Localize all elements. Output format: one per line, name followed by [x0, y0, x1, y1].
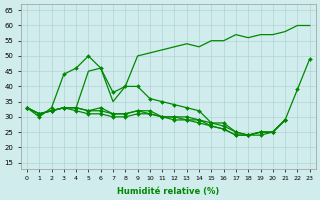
X-axis label: Humidité relative (%): Humidité relative (%) — [117, 187, 220, 196]
